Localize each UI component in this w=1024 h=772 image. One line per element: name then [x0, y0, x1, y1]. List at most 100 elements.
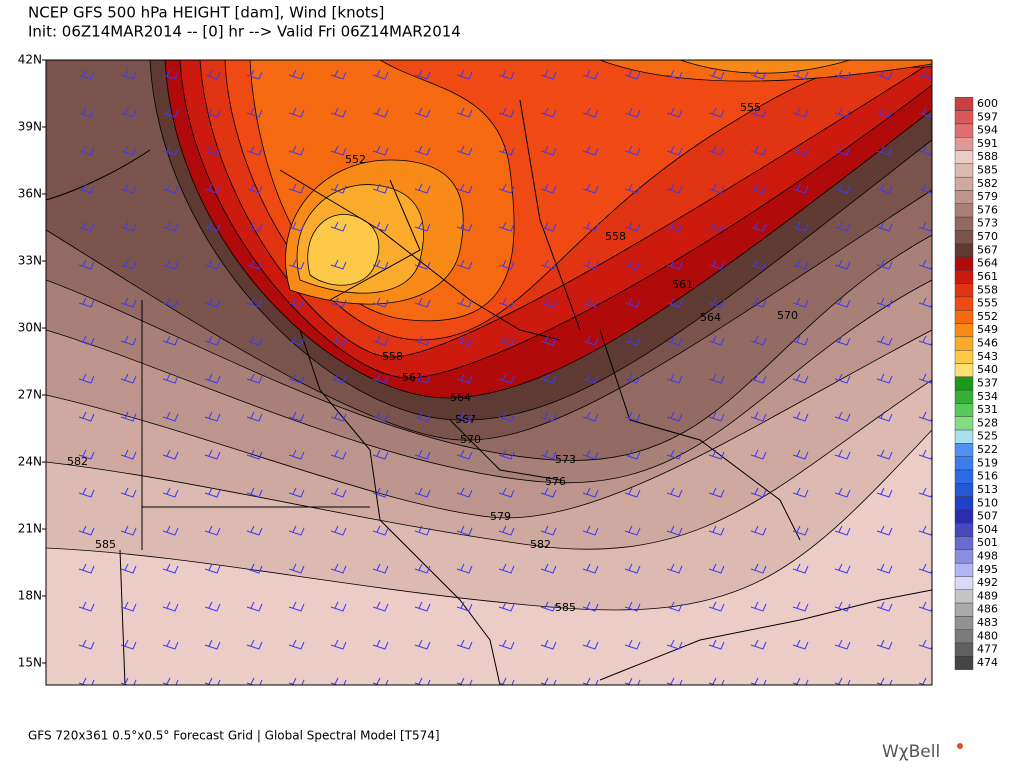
wind-barb [624, 335, 641, 346]
wind-barb [78, 221, 95, 232]
wind-barb [204, 601, 221, 612]
colorbar-cell [954, 376, 974, 391]
wind-barb [666, 411, 683, 422]
lat-label: 24N [18, 455, 42, 469]
wind-barb [456, 259, 473, 270]
wind-barb [918, 563, 932, 574]
colorbar-label: 555 [977, 297, 998, 310]
wind-barb [624, 677, 641, 685]
wind-barb [288, 69, 305, 80]
wind-barb [78, 107, 95, 118]
wind-barb [120, 297, 137, 308]
wind-barb [792, 183, 809, 194]
wind-barb [540, 183, 557, 194]
wind-barb [834, 563, 851, 574]
wind-barb [498, 639, 515, 650]
colorbar-cell [954, 256, 974, 271]
wind-barb [750, 335, 767, 346]
wind-barb [372, 677, 389, 685]
wind-barb [246, 221, 263, 232]
wind-barb [162, 677, 179, 685]
wind-barb [666, 69, 683, 80]
wind-barb [372, 145, 389, 156]
wind-barb [876, 335, 893, 346]
wind-barb [708, 183, 725, 194]
wind-barb [162, 183, 179, 194]
wind-barb [288, 563, 305, 574]
colorbar-label: 549 [977, 323, 998, 336]
lat-label: 36N [18, 187, 42, 201]
wind-barb [330, 601, 347, 612]
wind-barb [372, 297, 389, 308]
wind-barb [750, 107, 767, 118]
colorbar-cell [954, 150, 974, 165]
height-band [679, 60, 851, 74]
contour-label: 576 [545, 475, 566, 488]
wind-barb [708, 221, 725, 232]
lat-label: 33N [18, 254, 42, 268]
colorbar-cell [954, 429, 974, 444]
wind-barb [708, 601, 725, 612]
wind-barb [330, 525, 347, 536]
wind-barb [288, 221, 305, 232]
wind-barb [834, 183, 851, 194]
wind-barb [456, 487, 473, 498]
colorbar-cell [954, 137, 974, 151]
colorbar-cell [954, 589, 974, 604]
colorbar-cell [954, 403, 974, 417]
wind-barb [624, 183, 641, 194]
contour-label: 579 [490, 510, 511, 523]
wind-barb [540, 335, 557, 346]
wind-barb [624, 107, 641, 118]
wind-barb [330, 677, 347, 685]
wind-barb [624, 525, 641, 536]
wind-barb [162, 297, 179, 308]
colorbar-label: 504 [977, 523, 998, 536]
wind-barb [120, 525, 137, 536]
wind-barb [330, 69, 347, 80]
colorbar-label: 501 [977, 536, 998, 549]
wind-barb [918, 487, 932, 498]
wind-barb [414, 601, 431, 612]
wind-barb [876, 525, 893, 536]
wind-barb [330, 487, 347, 498]
wind-barb [918, 221, 932, 232]
colorbar-label: 561 [977, 270, 998, 283]
colorbar-label: 537 [977, 376, 998, 389]
wind-barb [792, 145, 809, 156]
colorbar-label: 594 [977, 124, 998, 137]
wind-barb [204, 563, 221, 574]
wind-barb [372, 183, 389, 194]
colorbar-cell [954, 629, 974, 644]
wind-barb [624, 297, 641, 308]
colorbar-label: 534 [977, 390, 998, 403]
wind-barb [708, 487, 725, 498]
colorbar-cell [954, 389, 974, 404]
wind-barb [624, 373, 641, 384]
colorbar-label: 552 [977, 310, 998, 323]
wind-barb [792, 297, 809, 308]
colorbar: 6005975945915885855825795765735705675645… [954, 97, 998, 670]
wind-barb [834, 487, 851, 498]
wind-barb [918, 601, 932, 612]
wind-barb [288, 449, 305, 460]
map: 5525555585585615615645645675705705735765… [46, 60, 932, 685]
wind-barb [708, 449, 725, 460]
wind-barb [372, 449, 389, 460]
wind-barb [288, 297, 305, 308]
wind-barb [708, 69, 725, 80]
wind-barb [624, 411, 641, 422]
wind-barb [288, 411, 305, 422]
wind-barb [372, 525, 389, 536]
colorbar-cell [954, 336, 974, 351]
colorbar-cell [954, 110, 974, 125]
wind-barb [792, 107, 809, 118]
wind-barb [750, 221, 767, 232]
wind-barb [78, 183, 95, 194]
wind-barb [162, 449, 179, 460]
wind-barb [834, 411, 851, 422]
wind-barb [624, 639, 641, 650]
colorbar-cell [954, 483, 974, 497]
colorbar-cell [954, 190, 974, 204]
wind-barb [246, 69, 263, 80]
